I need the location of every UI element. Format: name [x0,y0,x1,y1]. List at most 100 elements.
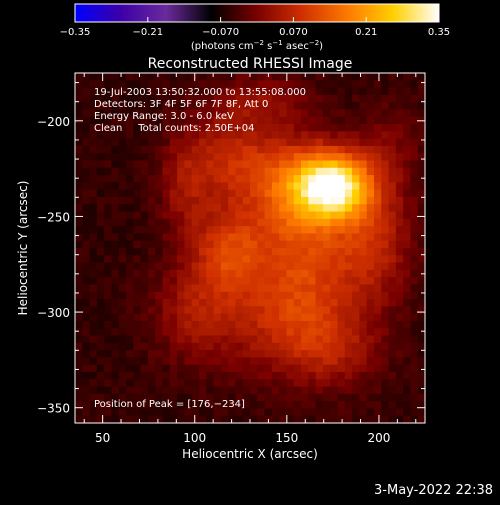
heatmap-cell [111,211,120,220]
heatmap-cell [89,415,98,424]
heatmap-cell [147,182,156,191]
heatmap-cell [388,393,397,402]
heatmap-cell [184,291,193,300]
heatmap-cell [206,335,215,344]
heatmap-cell [228,262,237,271]
heatmap-cell [337,262,346,271]
heatmap-cell [410,218,419,227]
heatmap-cell [264,226,273,235]
heatmap-cell [169,109,178,118]
heatmap-cell [96,291,105,300]
heatmap-cell [286,153,295,162]
heatmap-cell [322,167,331,176]
heatmap-cell [373,226,382,235]
heatmap-cell [257,153,266,162]
heatmap-cell [250,350,258,358]
heatmap-cell [337,350,346,358]
heatmap-cell [373,145,382,154]
heatmap-cell [279,306,288,315]
heatmap-cell [410,73,419,81]
heatmap-cell [96,218,105,227]
heatmap-cell [118,393,127,402]
heatmap-cell [315,299,324,307]
heatmap-cell [330,408,339,417]
heatmap-cell [235,291,244,300]
heatmap-cell [279,284,288,293]
heatmap-cell [366,371,375,380]
heatmap-cell [359,233,368,242]
heatmap-cell [301,371,309,380]
heatmap-cell [388,145,397,154]
heatmap-cell [373,313,382,322]
heatmap-cell [162,182,171,191]
heatmap-cell [228,204,237,213]
heatmap-cell [191,357,200,366]
heatmap-cell [381,73,390,81]
heatmap-cell [155,379,164,388]
heatmap-cell [242,269,251,278]
heatmap-cell [330,299,339,307]
heatmap-cell [118,189,127,198]
heatmap-cell [366,320,375,329]
heatmap-cell [308,364,317,373]
heatmap-cell [344,371,353,380]
heatmap-cell [213,182,222,191]
heatmap-cell [359,357,368,366]
heatmap-cell [228,124,237,132]
heatmap-cell [344,379,353,388]
heatmap-cell [315,153,324,162]
heatmap-cell [250,87,258,96]
heatmap-cell [191,401,200,410]
heatmap-cell [373,204,382,213]
heatmap-cell [242,124,251,132]
heatmap-cell [417,124,426,132]
heatmap-cell [235,189,244,198]
heatmap-cell [155,94,164,103]
heatmap-cell [417,386,426,395]
heatmap-cell [242,204,251,213]
heatmap-cell [162,386,171,395]
heatmap-cell [264,175,273,183]
heatmap-cell [198,182,207,191]
heatmap-cell [264,306,273,315]
heatmap-cell [184,269,193,278]
heatmap-cell [330,350,339,358]
heatmap-cell [250,255,258,264]
heatmap-cell [104,408,113,417]
heatmap-cell [147,167,156,176]
heatmap-cell [126,328,134,337]
heatmap-cell [96,116,105,125]
heatmap-cell [162,167,171,176]
heatmap-cell [235,160,244,169]
heatmap-cell [133,386,142,395]
heatmap-cell [381,211,390,220]
heatmap-cell [213,189,222,198]
heatmap-cell [322,145,331,154]
heatmap-cell [220,80,229,89]
heatmap-cell [366,313,375,322]
heatmap-cell [228,94,237,103]
heatmap-cell [89,328,98,337]
heatmap-cell [395,269,404,278]
heatmap-cell [264,94,273,103]
heatmap-cell [191,364,200,373]
heatmap-cell [279,269,288,278]
heatmap-cell [322,255,331,264]
heatmap-cell [410,145,419,154]
heatmap-cell [417,167,426,176]
heatmap-cell [126,364,134,373]
heatmap-cell [381,189,390,198]
heatmap-cell [220,313,229,322]
heatmap-cell [257,167,266,176]
heatmap-cell [250,335,258,344]
heatmap-cell [330,357,339,366]
heatmap-cell [373,255,382,264]
heatmap-cell [140,94,149,103]
heatmap-cell [279,80,288,89]
heatmap-cell [155,189,164,198]
heatmap-cell [264,299,273,307]
heatmap-cell [403,335,412,344]
heatmap-cell [403,364,412,373]
heatmap-cell [242,291,251,300]
heatmap-cell [140,189,149,198]
